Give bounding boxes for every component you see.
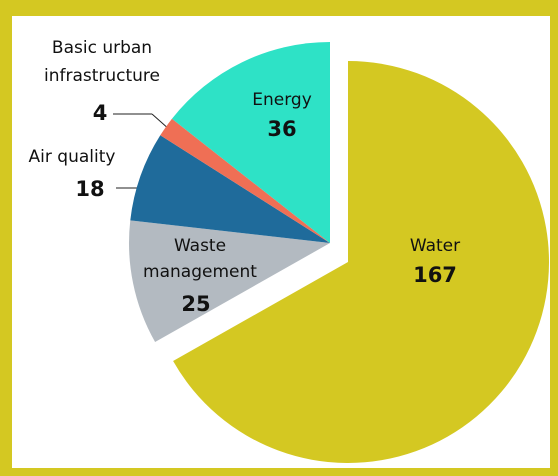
pie-slice [173,61,549,464]
value-label: 36 [267,117,296,141]
slice-label: Basic urban infrastructure [44,38,160,86]
slice-label: Air quality [29,147,116,167]
pie-slice [130,135,330,243]
slice-label: Water [410,236,460,256]
slice-label: Energy [252,90,312,110]
value-label: 167 [413,263,457,287]
pie-slice [171,42,330,243]
value-label: 4 [93,101,108,125]
pie-slice [160,118,330,243]
slice-label: Waste management [143,236,257,282]
value-label: 18 [75,177,104,201]
value-label: 25 [181,292,210,316]
pie-slice [129,220,330,343]
